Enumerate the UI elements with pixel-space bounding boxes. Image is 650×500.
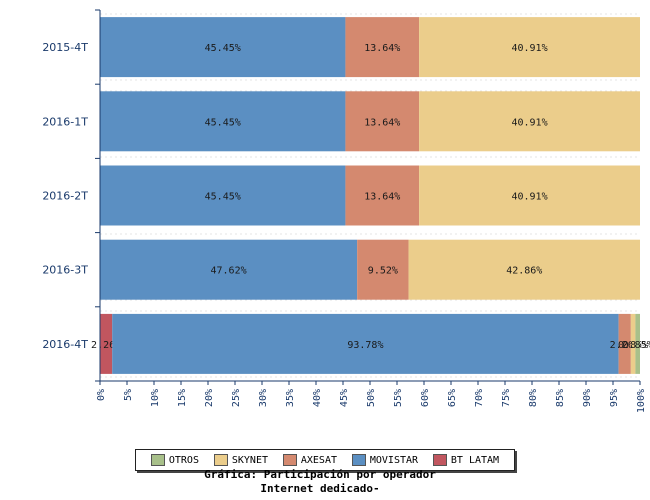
bar-axesat	[345, 91, 420, 152]
x-tick-label: 30%	[258, 389, 269, 407]
data-label: 45.45%	[205, 192, 241, 203]
legend-label: SKYNET	[231, 454, 268, 466]
legend-label: OTROS	[168, 454, 199, 466]
stacked-bar-chart: 45.45% 13.64% 40.91% 2015-4T 45.45% 13.64% 40.…	[42, 9, 650, 413]
x-tick-label: 45%	[339, 389, 350, 407]
data-label: 13.64%	[364, 117, 400, 128]
bar-otros	[635, 313, 640, 374]
chart-caption-line2: Internet dedicado-	[260, 482, 380, 495]
data-label: 40.91%	[511, 117, 547, 128]
data-label: 0.85%	[623, 340, 650, 351]
chart-caption-line1: Gráfica: Participación por operador	[204, 468, 436, 481]
x-tick-label: 20%	[204, 389, 215, 407]
legend-label: AXESAT	[300, 454, 337, 466]
x-tick-label: 65%	[447, 389, 458, 407]
data-label: 13.64%	[364, 192, 400, 203]
category-label: 2016-1T	[42, 115, 88, 128]
x-tick-label: 70%	[474, 389, 485, 407]
legend-item: OTROS	[150, 454, 199, 466]
x-tick-label: 80%	[528, 389, 539, 407]
bar-skynet	[419, 91, 640, 152]
data-label: 45.45%	[205, 43, 241, 54]
x-tick-label: 75%	[501, 389, 512, 407]
bar-movistar	[112, 313, 619, 374]
legend-swatch	[351, 454, 366, 466]
bar-axesat	[618, 313, 631, 374]
data-label: 40.91%	[511, 192, 547, 203]
legend-swatch	[213, 454, 228, 466]
legend-label: MOVISTAR	[369, 454, 419, 466]
bar-skynet	[419, 17, 640, 78]
bar-movistar	[100, 17, 346, 78]
x-tick-label: 0%	[96, 389, 107, 401]
data-label: 93.78%	[347, 340, 383, 351]
bar-movistar	[100, 239, 358, 300]
category-label: 2016-4T	[42, 338, 88, 351]
legend-item: AXESAT	[282, 454, 337, 466]
x-tick-label: 25%	[231, 389, 242, 407]
legend-item: SKYNET	[213, 454, 268, 466]
data-label: 9.52%	[368, 266, 398, 277]
data-label: 0.85%	[618, 340, 648, 351]
bar-skynet	[408, 239, 640, 300]
legend-item: BT LATAM	[432, 454, 500, 466]
bar-movistar	[100, 165, 346, 226]
bar-movistar	[100, 91, 346, 152]
data-label: 2.26%	[91, 340, 121, 351]
x-tick-label: 95%	[609, 389, 620, 407]
legend-swatch	[432, 454, 447, 466]
bar-skynet	[419, 165, 640, 226]
x-tick-label: 15%	[177, 389, 188, 407]
legend-item: MOVISTAR	[351, 454, 419, 466]
bar-axesat	[357, 239, 409, 300]
bar-axesat	[345, 165, 420, 226]
category-label: 2015-4T	[42, 41, 88, 54]
category-label: 2016-3T	[42, 264, 88, 277]
x-tick-label: 90%	[582, 389, 593, 407]
chart-legend: OTROS SKYNET AXESAT MOVISTAR BT LATAM	[135, 449, 515, 471]
x-tick-label: 55%	[393, 389, 404, 407]
data-label: 45.45%	[205, 117, 241, 128]
legend-swatch	[150, 454, 165, 466]
bar-skynet	[630, 313, 636, 374]
x-tick-label: 35%	[285, 389, 296, 407]
x-tick-label: 50%	[366, 389, 377, 407]
legend-label: BT LATAM	[450, 454, 500, 466]
data-label: 40.91%	[511, 43, 547, 54]
data-label: 42.86%	[506, 266, 542, 277]
x-tick-label: 100%	[636, 389, 647, 413]
data-label: 2.26%	[610, 340, 640, 351]
x-tick-label: 60%	[420, 389, 431, 407]
x-tick-label: 85%	[555, 389, 566, 407]
x-tick-label: 5%	[123, 389, 134, 401]
x-tick-label: 40%	[312, 389, 323, 407]
data-label: 13.64%	[364, 43, 400, 54]
category-label: 2016-2T	[42, 190, 88, 203]
legend-swatch	[282, 454, 297, 466]
data-label: 47.62%	[211, 266, 247, 277]
x-tick-label: 10%	[150, 389, 161, 407]
bar-axesat	[345, 17, 420, 78]
bar-bt-latam	[100, 313, 113, 374]
